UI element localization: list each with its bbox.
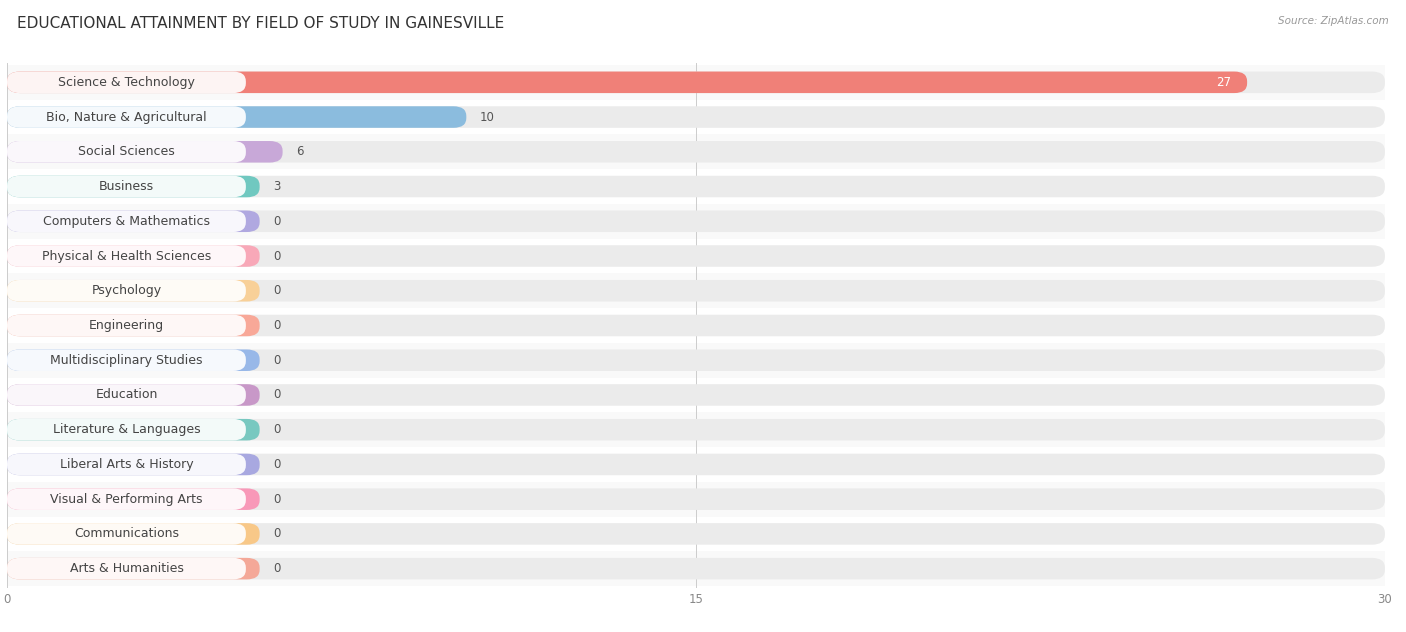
Text: Arts & Humanities: Arts & Humanities (69, 562, 183, 575)
FancyBboxPatch shape (7, 176, 260, 197)
Text: Source: ZipAtlas.com: Source: ZipAtlas.com (1278, 16, 1389, 26)
FancyBboxPatch shape (7, 135, 1385, 169)
FancyBboxPatch shape (7, 447, 1385, 482)
FancyBboxPatch shape (7, 454, 260, 475)
Text: 6: 6 (297, 145, 304, 158)
FancyBboxPatch shape (7, 245, 246, 267)
FancyBboxPatch shape (7, 349, 260, 371)
Text: Science & Technology: Science & Technology (58, 76, 195, 89)
FancyBboxPatch shape (7, 141, 246, 162)
Text: Engineering: Engineering (89, 319, 165, 332)
Text: 10: 10 (479, 111, 495, 123)
FancyBboxPatch shape (7, 349, 246, 371)
FancyBboxPatch shape (7, 419, 246, 441)
FancyBboxPatch shape (7, 204, 1385, 239)
FancyBboxPatch shape (7, 419, 260, 441)
FancyBboxPatch shape (7, 176, 246, 197)
FancyBboxPatch shape (7, 384, 260, 406)
FancyBboxPatch shape (7, 523, 246, 545)
Text: Bio, Nature & Agricultural: Bio, Nature & Agricultural (46, 111, 207, 123)
Text: Literature & Languages: Literature & Languages (52, 423, 200, 436)
Text: Physical & Health Sciences: Physical & Health Sciences (42, 250, 211, 262)
FancyBboxPatch shape (7, 210, 260, 232)
FancyBboxPatch shape (7, 106, 467, 128)
FancyBboxPatch shape (7, 482, 1385, 516)
FancyBboxPatch shape (7, 280, 246, 301)
FancyBboxPatch shape (7, 210, 1385, 232)
FancyBboxPatch shape (7, 377, 1385, 412)
FancyBboxPatch shape (7, 280, 1385, 301)
FancyBboxPatch shape (7, 169, 1385, 204)
FancyBboxPatch shape (7, 489, 246, 510)
FancyBboxPatch shape (7, 412, 1385, 447)
FancyBboxPatch shape (7, 454, 1385, 475)
FancyBboxPatch shape (7, 280, 260, 301)
FancyBboxPatch shape (7, 106, 1385, 128)
FancyBboxPatch shape (7, 489, 260, 510)
FancyBboxPatch shape (7, 523, 1385, 545)
FancyBboxPatch shape (7, 419, 1385, 441)
FancyBboxPatch shape (7, 274, 1385, 308)
FancyBboxPatch shape (7, 349, 1385, 371)
Text: 0: 0 (273, 319, 281, 332)
FancyBboxPatch shape (7, 176, 1385, 197)
FancyBboxPatch shape (7, 315, 260, 336)
Text: Visual & Performing Arts: Visual & Performing Arts (51, 493, 202, 506)
Text: 0: 0 (273, 423, 281, 436)
Text: 0: 0 (273, 493, 281, 506)
Text: 0: 0 (273, 528, 281, 540)
FancyBboxPatch shape (7, 384, 1385, 406)
Text: 0: 0 (273, 284, 281, 297)
FancyBboxPatch shape (7, 489, 1385, 510)
FancyBboxPatch shape (7, 315, 1385, 336)
FancyBboxPatch shape (7, 551, 1385, 586)
Text: 0: 0 (273, 215, 281, 228)
Text: Psychology: Psychology (91, 284, 162, 297)
Text: 0: 0 (273, 458, 281, 471)
FancyBboxPatch shape (7, 343, 1385, 377)
Text: 0: 0 (273, 354, 281, 367)
FancyBboxPatch shape (7, 71, 1385, 93)
Text: Social Sciences: Social Sciences (79, 145, 174, 158)
Text: 0: 0 (273, 562, 281, 575)
FancyBboxPatch shape (7, 558, 246, 580)
FancyBboxPatch shape (7, 239, 1385, 274)
FancyBboxPatch shape (7, 210, 246, 232)
FancyBboxPatch shape (7, 71, 246, 93)
Text: Computers & Mathematics: Computers & Mathematics (44, 215, 209, 228)
Text: 27: 27 (1216, 76, 1232, 89)
Text: 0: 0 (273, 389, 281, 401)
FancyBboxPatch shape (7, 106, 246, 128)
FancyBboxPatch shape (7, 245, 260, 267)
FancyBboxPatch shape (7, 141, 283, 162)
Text: Business: Business (98, 180, 155, 193)
Text: Education: Education (96, 389, 157, 401)
FancyBboxPatch shape (7, 558, 1385, 580)
FancyBboxPatch shape (7, 141, 1385, 162)
FancyBboxPatch shape (7, 558, 260, 580)
FancyBboxPatch shape (7, 523, 260, 545)
Text: Communications: Communications (75, 528, 179, 540)
FancyBboxPatch shape (7, 100, 1385, 135)
FancyBboxPatch shape (7, 516, 1385, 551)
Text: 0: 0 (273, 250, 281, 262)
Text: Multidisciplinary Studies: Multidisciplinary Studies (51, 354, 202, 367)
FancyBboxPatch shape (7, 65, 1385, 100)
FancyBboxPatch shape (7, 71, 1247, 93)
FancyBboxPatch shape (7, 245, 1385, 267)
Text: Liberal Arts & History: Liberal Arts & History (59, 458, 193, 471)
FancyBboxPatch shape (7, 384, 246, 406)
Text: EDUCATIONAL ATTAINMENT BY FIELD OF STUDY IN GAINESVILLE: EDUCATIONAL ATTAINMENT BY FIELD OF STUDY… (17, 16, 505, 31)
Text: 3: 3 (273, 180, 281, 193)
FancyBboxPatch shape (7, 454, 246, 475)
FancyBboxPatch shape (7, 315, 246, 336)
FancyBboxPatch shape (7, 308, 1385, 343)
